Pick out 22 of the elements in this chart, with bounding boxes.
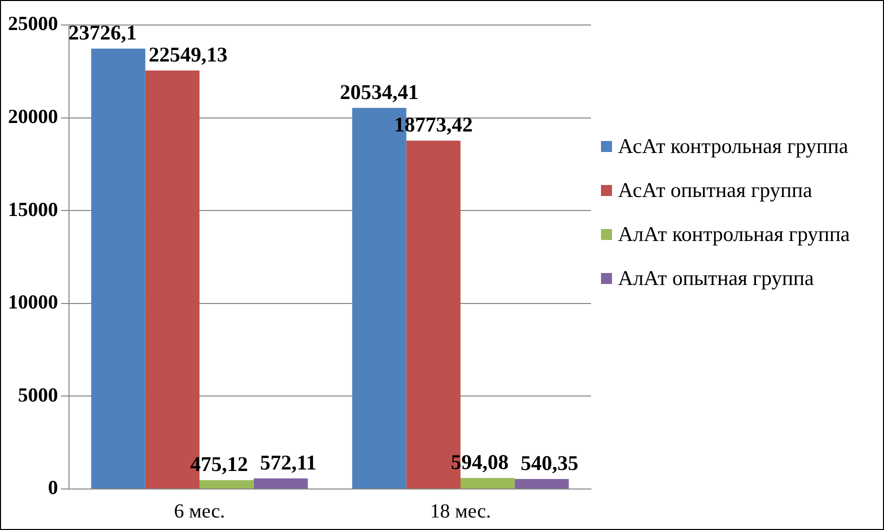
bar — [91, 48, 146, 488]
legend-label: АлАт опытная группа — [618, 265, 814, 292]
legend-label: АсАт опытная группа — [618, 177, 812, 204]
data-label: 20534,41 — [340, 80, 419, 104]
y-tick-label: 0 — [48, 477, 58, 500]
y-tick-label: 5000 — [18, 384, 58, 406]
bar — [200, 480, 254, 488]
data-label: 22549,13 — [148, 42, 228, 66]
bar — [460, 478, 515, 488]
x-tick-label: 6 мес. — [174, 500, 225, 522]
data-label: 540,35 — [520, 450, 578, 475]
data-label: 572,11 — [260, 450, 317, 474]
y-tick-label: 15000 — [8, 198, 58, 221]
y-tick-label: 10000 — [8, 292, 58, 314]
x-tick-label: 18 мес. — [430, 500, 491, 522]
data-label: 23726,1 — [68, 20, 137, 45]
y-tick-label: 20000 — [8, 106, 58, 128]
y-tick-label: 25000 — [8, 13, 58, 36]
legend-label: АлАт контрольная группа — [618, 221, 850, 248]
bar — [254, 478, 308, 488]
legend-label: АсАт контрольная группа — [618, 133, 848, 160]
bar — [514, 478, 569, 488]
